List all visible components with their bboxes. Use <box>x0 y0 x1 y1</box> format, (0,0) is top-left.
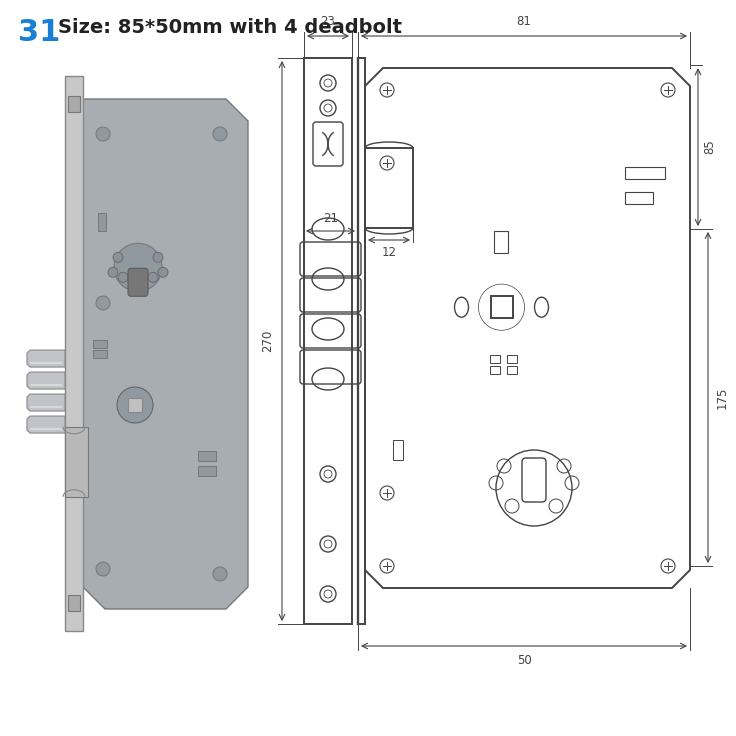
Polygon shape <box>27 416 65 433</box>
Text: 175: 175 <box>716 386 729 408</box>
Circle shape <box>118 272 128 283</box>
Circle shape <box>213 567 227 581</box>
Text: 50: 50 <box>517 654 531 667</box>
Circle shape <box>96 562 110 576</box>
Bar <box>625 192 653 204</box>
Text: 85: 85 <box>703 140 716 155</box>
Polygon shape <box>27 372 65 389</box>
Bar <box>128 398 142 412</box>
Bar <box>198 451 216 461</box>
Circle shape <box>153 252 163 262</box>
Polygon shape <box>27 350 65 367</box>
Circle shape <box>148 272 158 283</box>
Bar <box>489 366 500 374</box>
Bar <box>68 96 80 112</box>
Circle shape <box>213 127 227 141</box>
Bar <box>365 148 413 228</box>
Bar <box>93 350 107 358</box>
Circle shape <box>114 244 162 291</box>
Polygon shape <box>83 99 248 609</box>
Bar <box>625 167 665 179</box>
Circle shape <box>96 127 110 141</box>
Bar <box>93 340 107 348</box>
FancyBboxPatch shape <box>128 269 148 297</box>
Circle shape <box>158 267 168 277</box>
Circle shape <box>113 252 123 262</box>
Text: 21: 21 <box>323 212 338 225</box>
Bar <box>494 231 508 253</box>
Text: 12: 12 <box>381 246 397 259</box>
Bar <box>490 296 512 318</box>
Bar <box>68 595 80 611</box>
Bar <box>393 440 403 460</box>
Bar <box>506 366 517 374</box>
Text: 81: 81 <box>517 15 531 28</box>
Bar <box>65 76 83 631</box>
Text: 31: 31 <box>18 18 60 47</box>
Polygon shape <box>27 394 65 411</box>
Circle shape <box>108 267 118 277</box>
Text: 23: 23 <box>321 15 336 28</box>
Text: Size: 85*50mm with 4 deadbolt: Size: 85*50mm with 4 deadbolt <box>58 18 402 37</box>
Circle shape <box>117 387 153 423</box>
Circle shape <box>96 296 110 310</box>
Bar <box>98 213 106 230</box>
Bar <box>198 467 216 476</box>
Bar <box>506 355 517 363</box>
Bar <box>304 58 352 624</box>
Bar <box>489 355 500 363</box>
Text: 270: 270 <box>261 330 275 353</box>
Bar <box>65 427 88 497</box>
